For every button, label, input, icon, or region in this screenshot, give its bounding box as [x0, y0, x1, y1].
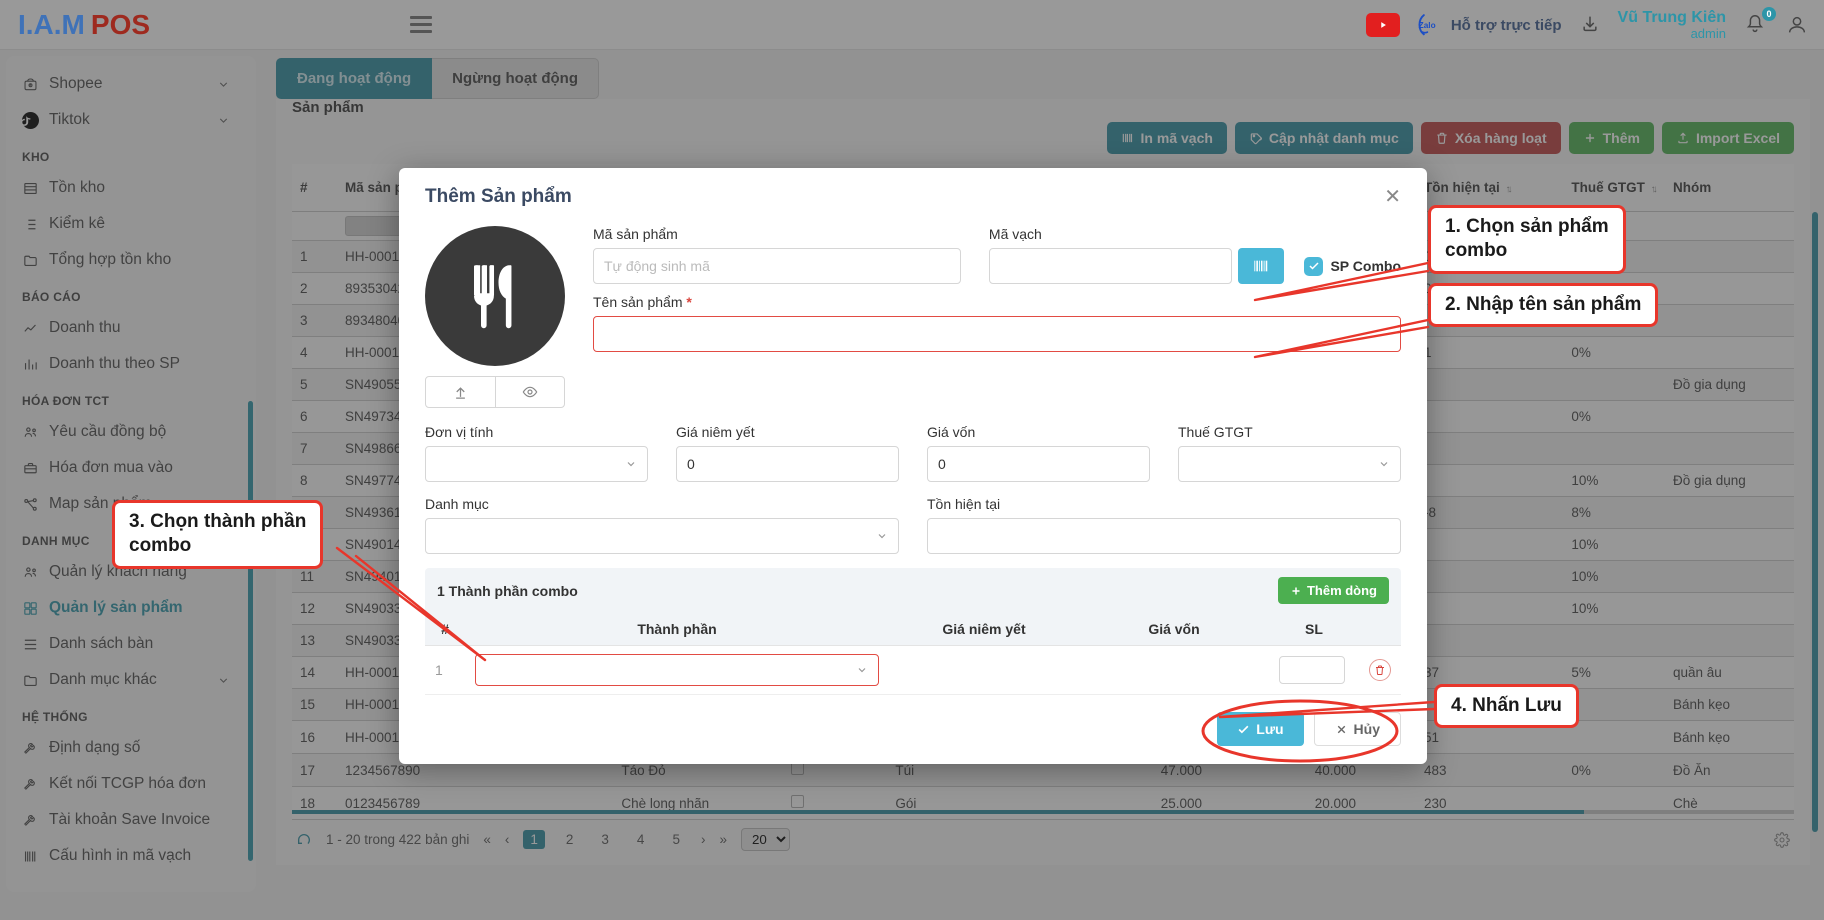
svg-text:Zalo: Zalo: [1419, 21, 1436, 30]
